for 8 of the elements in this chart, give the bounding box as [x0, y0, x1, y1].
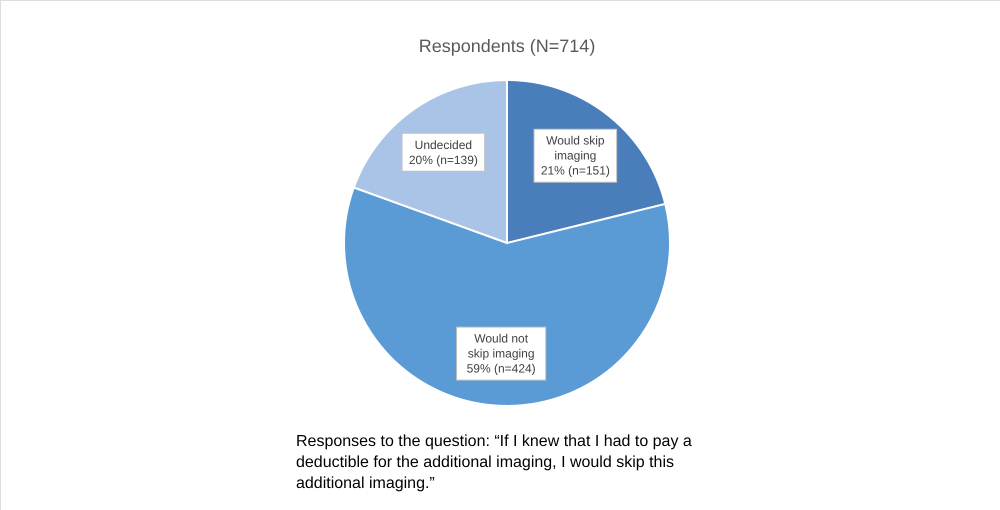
data-label: 21% (n=151) [540, 164, 610, 178]
slice-label: Would not skip imaging [468, 332, 534, 361]
slice-label: Would skip imaging [546, 134, 605, 163]
text: Responses to the question: “If I knew that I had to pay a deductible for the additional imaging, I would skip this additional imaging.” [296, 433, 692, 492]
data-label: 20% (n=139) [408, 152, 478, 167]
chart-title: Respondents (N=714) [418, 36, 596, 56]
data-label: 59% (n=424) [466, 362, 536, 376]
slice-label: Undecided [414, 138, 472, 152]
